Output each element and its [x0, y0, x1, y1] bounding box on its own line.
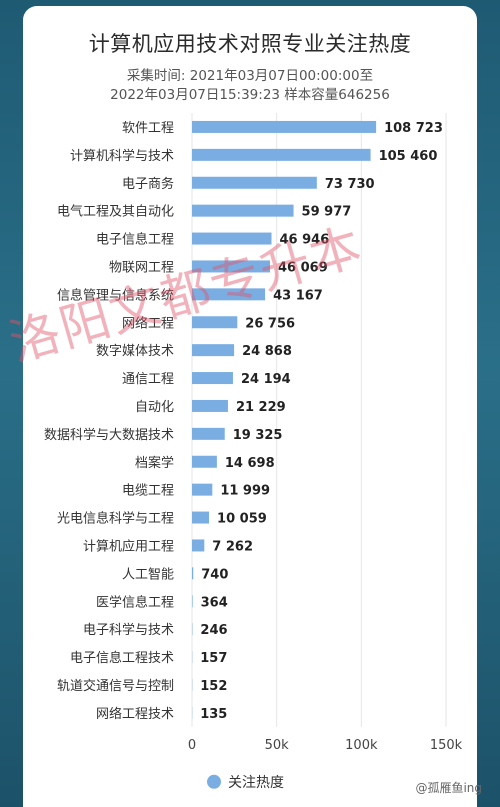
bar — [192, 148, 371, 161]
data-label: 24 868 — [242, 344, 292, 359]
category-label: 档案学 — [135, 455, 174, 471]
category-label: 网络工程技术 — [96, 706, 174, 722]
chart-subtitle-1: 采集时间: 2021年03月07日00:00:00至 — [126, 68, 374, 84]
data-label: 157 — [200, 651, 227, 666]
x-tick-label: 0 — [188, 738, 196, 753]
category-label: 信息管理与信息系统 — [57, 287, 174, 303]
category-label: 网络工程 — [122, 315, 174, 331]
bar — [192, 260, 271, 273]
bar — [192, 427, 225, 440]
data-label: 11 999 — [220, 484, 270, 499]
category-label: 电子商务 — [122, 176, 174, 192]
category-label: 通信工程 — [122, 372, 174, 387]
category-label: 数字媒体技术 — [96, 344, 174, 359]
chart-title: 计算机应用技术对照专业关注热度 — [88, 32, 412, 56]
bar — [192, 176, 317, 189]
data-label: 364 — [201, 595, 228, 610]
bar — [192, 567, 194, 580]
bar — [192, 483, 213, 496]
x-tick-label: 150k — [430, 738, 463, 753]
category-label: 计算机科学与技术 — [70, 148, 174, 164]
category-label: 软件工程 — [122, 121, 174, 136]
legend-label: 关注热度 — [228, 775, 284, 791]
data-label: 24 194 — [241, 372, 291, 387]
legend-marker — [207, 774, 221, 789]
chart-subtitle-2: 2022年03月07日15:39:23 样本容量646256 — [110, 87, 390, 103]
data-label: 26 756 — [245, 316, 295, 331]
category-label: 人工智能 — [122, 567, 174, 582]
bar — [192, 455, 217, 468]
x-tick-label: 50k — [265, 738, 290, 753]
bar — [192, 511, 210, 524]
bar — [192, 595, 193, 608]
category-label: 光电信息科学与工程 — [57, 511, 174, 527]
data-label: 43 167 — [273, 288, 323, 303]
category-label: 计算机应用工程 — [83, 538, 174, 554]
bar — [192, 232, 272, 245]
bar — [192, 372, 233, 385]
category-label: 电子科学与技术 — [83, 622, 174, 638]
data-label: 14 698 — [225, 456, 275, 471]
data-label: 108 723 — [384, 121, 443, 136]
x-tick-label: 100k — [345, 738, 378, 753]
category-label: 电缆工程 — [122, 483, 174, 499]
data-label: 46 069 — [278, 260, 328, 275]
category-label: 医学信息工程 — [96, 594, 174, 610]
bar — [192, 539, 205, 552]
data-label: 152 — [200, 679, 227, 694]
bar — [192, 316, 238, 329]
data-label: 46 946 — [279, 233, 329, 248]
data-label: 105 460 — [379, 149, 438, 164]
data-label: 21 229 — [236, 400, 286, 415]
category-label: 电子信息工程 — [96, 232, 174, 248]
data-label: 19 325 — [233, 428, 283, 443]
chart-card: 计算机应用技术对照专业关注热度 采集时间: 2021年03月07日00:00:0… — [23, 6, 477, 807]
data-label: 135 — [200, 707, 227, 722]
bar — [192, 120, 377, 133]
data-label: 59 977 — [302, 205, 352, 220]
category-label: 自动化 — [135, 400, 174, 415]
data-label: 246 — [200, 623, 227, 638]
bar — [192, 204, 294, 217]
bar — [192, 399, 228, 412]
category-label: 轨道交通信号与控制 — [57, 678, 174, 694]
data-label: 7 262 — [212, 539, 253, 554]
category-label: 物联网工程 — [109, 260, 174, 275]
data-label: 740 — [201, 567, 228, 582]
category-label: 电子信息工程技术 — [70, 650, 174, 666]
data-label: 10 059 — [217, 512, 267, 527]
category-label: 电气工程及其自动化 — [57, 204, 174, 220]
data-label: 73 730 — [325, 177, 375, 192]
category-label: 数据科学与大数据技术 — [44, 427, 174, 443]
bar — [192, 344, 235, 357]
bar — [192, 288, 266, 301]
credit-text: @孤雁鱼ing — [415, 781, 482, 795]
